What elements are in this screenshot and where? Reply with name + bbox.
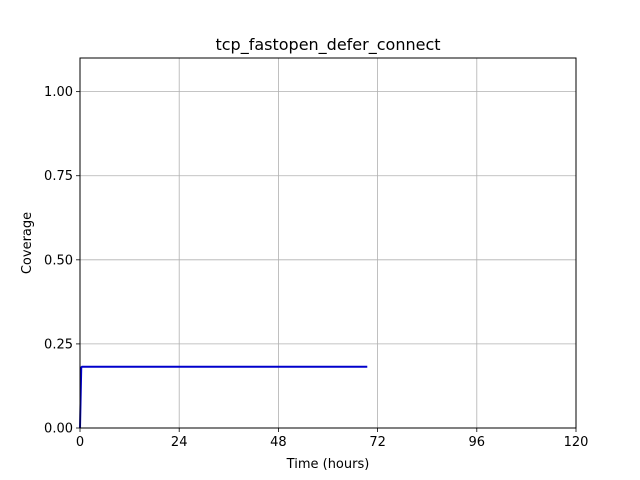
x-tick-label: 72	[369, 435, 386, 450]
x-axis-label: Time (hours)	[286, 457, 370, 472]
plot-frame	[79, 57, 577, 429]
x-tick-label: 24	[171, 435, 188, 450]
y-tick-label: 0.00	[44, 422, 73, 437]
x-tick-label: 0	[76, 435, 84, 450]
y-tick-label: 1.00	[44, 85, 73, 100]
y-tick-label: 0.25	[44, 337, 73, 352]
series-layer	[79, 365, 368, 429]
x-tick-label: 120	[564, 435, 589, 450]
series-line	[79, 365, 368, 429]
x-axis-ticks: 0 24 48 72 96 120	[76, 428, 589, 450]
y-axis-ticks: 0.00 0.25 0.50 0.75 1.00	[44, 85, 80, 437]
y-tick-label: 0.50	[44, 253, 73, 268]
chart-title: tcp_fastopen_defer_connect	[215, 35, 440, 55]
x-tick-label: 96	[469, 435, 486, 450]
y-axis-label: Coverage	[20, 212, 35, 274]
x-tick-label: 48	[270, 435, 287, 450]
y-tick-label: 0.75	[44, 169, 73, 184]
